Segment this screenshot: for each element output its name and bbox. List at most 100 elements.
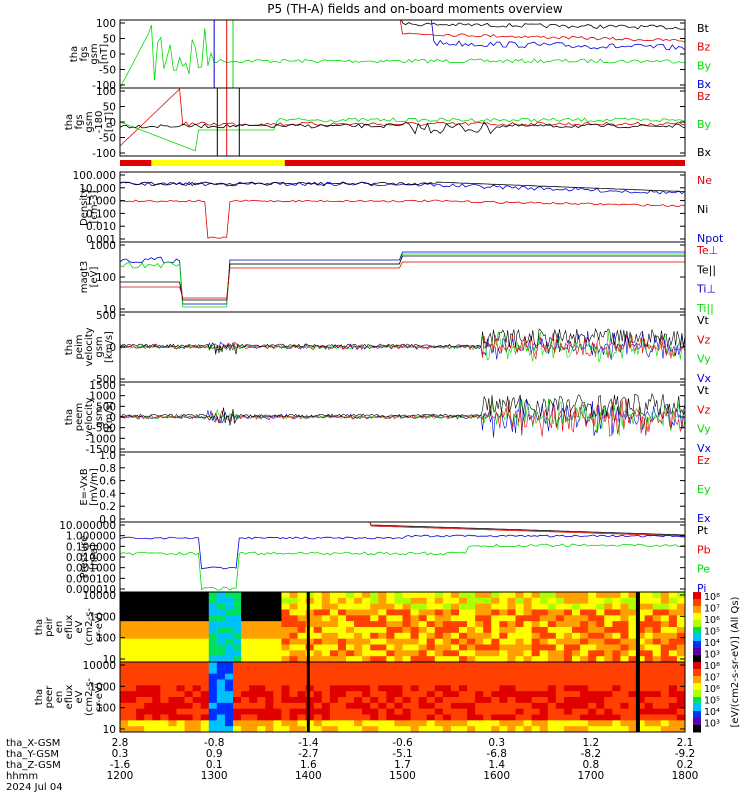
heatmap-cell: [216, 644, 226, 651]
heatmap-cell: [491, 691, 500, 698]
heatmap-cell: [289, 685, 299, 692]
heatmap-cell: [636, 644, 646, 651]
heatmap-cell: [337, 632, 347, 640]
heatmap-cell: [547, 644, 557, 651]
heatmap-cell: [208, 662, 218, 669]
heatmap-cell: [305, 609, 315, 616]
heatmap-cell: [507, 702, 516, 710]
heatmap-cell: [378, 685, 387, 692]
heatmap-cell: [555, 726, 565, 732]
heatmap-cell: [144, 650, 153, 657]
heatmap-cell: [491, 667, 500, 675]
heatmap-cell: [394, 621, 403, 628]
heatmap-cell: [539, 597, 549, 605]
heatmap-cell: [224, 708, 234, 715]
trace-ti-perp: [120, 251, 685, 305]
heatmap-cell: [426, 685, 436, 692]
heatmap-cell: [321, 603, 331, 610]
heatmap-cell: [144, 708, 153, 715]
heatmap-cell: [467, 679, 476, 686]
heatmap-cell: [644, 627, 654, 634]
heatmap-cell: [362, 656, 371, 662]
heatmap-cell: [176, 702, 186, 710]
heatmap-cell: [572, 621, 581, 628]
heatmap-cell: [160, 603, 169, 610]
heatmap-cell: [128, 679, 137, 686]
heatmap-cell: [588, 662, 597, 669]
heatmap-cell: [660, 603, 670, 610]
heatmap-cell: [305, 592, 315, 599]
y-axis-label: -180: [94, 111, 105, 134]
legend-vy: Vy: [697, 423, 711, 436]
x-row-label: tha_Y-GSM: [6, 749, 59, 760]
heatmap-cell: [434, 632, 444, 640]
heatmap-cell: [604, 685, 613, 692]
heatmap-cell: [644, 597, 654, 605]
y-tick-label: 100: [96, 272, 116, 284]
heatmap-cell: [628, 615, 638, 622]
legend-ti⊥: Ti⊥: [696, 283, 716, 296]
heatmap-cell: [208, 702, 218, 710]
y-axis-label: velocity: [84, 327, 95, 366]
heatmap-cell: [144, 609, 153, 616]
heatmap-cell: [265, 638, 274, 645]
heatmap-cell: [434, 656, 444, 662]
heatmap-cell: [378, 597, 387, 605]
colorbar-tick: 10⁴: [704, 638, 720, 649]
heatmap-cell: [507, 597, 516, 605]
heatmap-cell: [257, 685, 266, 692]
heatmap-cell: [168, 597, 177, 605]
heatmap-cell: [523, 650, 533, 657]
heatmap-cell: [426, 714, 436, 721]
heatmap-cell: [588, 644, 597, 651]
heatmap-cell: [555, 650, 565, 657]
heatmap-cell: [450, 702, 460, 710]
heatmap-cell: [418, 720, 428, 727]
heatmap-cell: [273, 691, 282, 698]
heatmap-cell: [337, 702, 347, 710]
heatmap-cell: [636, 726, 646, 732]
heatmap-cell: [628, 632, 638, 640]
heatmap-cell: [329, 697, 339, 704]
heatmap-cell: [483, 697, 492, 704]
heatmap-cell: [434, 691, 444, 698]
heatmap-cell: [208, 697, 218, 704]
heatmap-cell: [515, 638, 525, 645]
heatmap-cell: [200, 702, 210, 710]
heatmap-cell: [144, 673, 153, 680]
y-axis-label: tha: [64, 114, 75, 130]
heatmap-cell: [588, 638, 597, 645]
heatmap-cell: [370, 638, 379, 645]
heatmap-cell: [580, 627, 589, 634]
heatmap-cell: [337, 726, 347, 732]
heatmap-cell: [136, 673, 145, 680]
heatmap-cell: [402, 726, 412, 732]
colorbar-tick: 10⁸: [704, 592, 720, 603]
heatmap-cell: [346, 697, 355, 704]
heatmap-cell: [660, 621, 670, 628]
heatmap-cell: [208, 644, 218, 651]
heatmap-cell: [224, 656, 234, 662]
heatmap-cell: [354, 679, 363, 686]
y-axis-label: sr-eV): [94, 612, 105, 641]
heatmap-cell: [362, 726, 371, 732]
heatmap-cell: [660, 714, 670, 721]
heatmap-cell: [370, 691, 379, 698]
heatmap-cell: [628, 691, 638, 698]
heatmap-cell: [337, 609, 347, 616]
heatmap-cell: [410, 592, 420, 599]
heatmap-cell: [523, 708, 533, 715]
heatmap-cell: [386, 691, 395, 698]
heatmap-cell: [644, 702, 654, 710]
heatmap-cell: [176, 592, 186, 599]
heatmap-cell: [450, 673, 460, 680]
heatmap-cell: [120, 685, 129, 692]
heatmap-cell: [442, 679, 452, 686]
heatmap-cell: [200, 621, 210, 628]
heatmap-cell: [128, 697, 137, 704]
heatmap-cell: [450, 726, 460, 732]
y-tick-label: 10000: [83, 660, 116, 672]
heatmap-cell: [507, 685, 516, 692]
heatmap-cell: [467, 708, 476, 715]
